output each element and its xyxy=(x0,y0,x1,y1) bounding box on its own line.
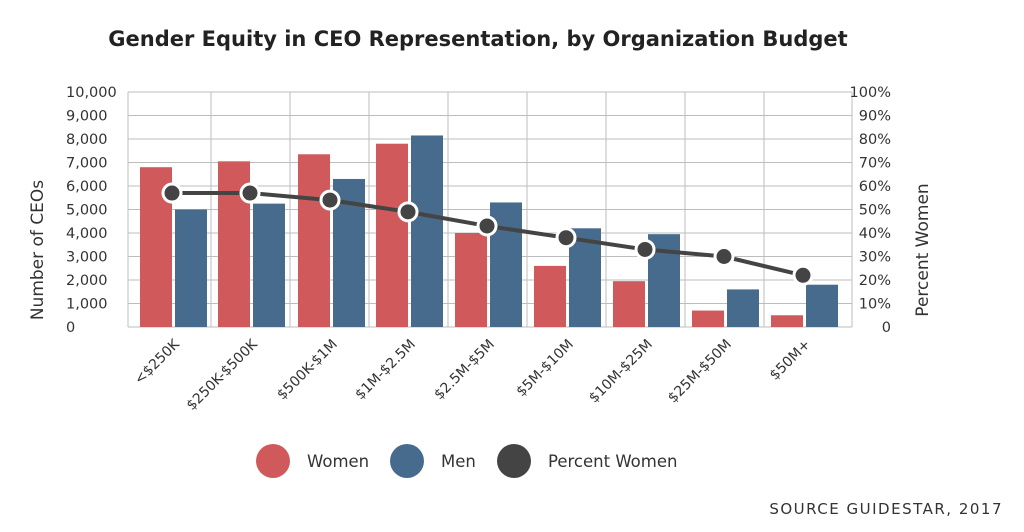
category-label: $250K-$500K xyxy=(184,336,262,414)
y2-tick-label: 20% xyxy=(859,273,891,289)
legend-label: Women xyxy=(307,452,369,471)
chart-title: Gender Equity in CEO Representation, by … xyxy=(108,27,847,51)
bar-men xyxy=(727,289,759,327)
bar-men xyxy=(806,284,838,327)
bar-women xyxy=(613,281,645,327)
bar-women xyxy=(376,143,408,327)
y-tick-label: 4,000 xyxy=(66,226,108,242)
bar-men xyxy=(175,209,207,327)
y-tick-label: 0 xyxy=(66,320,75,336)
percent-women-point xyxy=(634,238,656,260)
bar-women xyxy=(771,315,803,327)
percent-women-point xyxy=(555,227,577,249)
y-tick-label: 2,000 xyxy=(66,273,108,289)
category-labels: <$250K $250K-$500K $500K-$1M $1M-$2.5M $2.5M… xyxy=(132,336,814,414)
bar-women xyxy=(692,310,724,327)
y-tick-label: 5,000 xyxy=(66,203,108,219)
category-label: $1M-$2.5M xyxy=(352,337,419,404)
y2-tick-label: 90% xyxy=(859,109,891,125)
y-tick-label: 3,000 xyxy=(66,250,108,266)
y2-tick-label: 70% xyxy=(859,156,891,172)
legend-swatch xyxy=(390,444,424,478)
percent-women-point xyxy=(319,189,341,211)
y2-tick-label: 60% xyxy=(859,179,891,195)
category-label: $50M+ xyxy=(767,337,814,384)
legend-label: Percent Women xyxy=(548,452,677,471)
y2-tick-label: 100% xyxy=(850,85,891,101)
y-tick-label: 7,000 xyxy=(66,156,108,172)
y-tick-label: 9,000 xyxy=(66,109,108,125)
category-label: $25M-$50M xyxy=(665,337,735,407)
y2-tick-label: 40% xyxy=(859,226,891,242)
y-tick-label: 10,000 xyxy=(66,85,117,101)
bar-women xyxy=(298,154,330,327)
y2-tick-label: 50% xyxy=(859,203,891,219)
bar-women xyxy=(455,233,487,327)
percent-women-point xyxy=(713,246,735,267)
percent-women-point xyxy=(792,264,814,286)
y-axis-title: Number of CEOs xyxy=(28,180,48,320)
bar-men xyxy=(569,228,601,327)
percent-line xyxy=(161,182,814,286)
bar-men xyxy=(253,203,285,327)
percent-women-point xyxy=(239,182,261,204)
category-label: $10M-$25M xyxy=(586,337,656,407)
bar-women xyxy=(534,265,566,327)
y2-tick-label: 80% xyxy=(859,132,891,148)
legend: Women Men Percent Women xyxy=(256,444,677,478)
axis-ticks: 0 1,000 2,000 3,000 4,000 5,000 6,000 7,000 8,00… xyxy=(66,85,891,336)
category-label: $500K-$1M xyxy=(274,337,341,404)
y-tick-label: 6,000 xyxy=(66,179,108,195)
y2-tick-label: 10% xyxy=(859,297,891,313)
percent-women-point xyxy=(161,182,183,204)
y2-axis-title: Percent Women xyxy=(913,183,933,316)
category-label: <$250K xyxy=(132,336,184,388)
category-label: $5M-$10M xyxy=(513,337,576,400)
y2-tick-label: 30% xyxy=(859,250,891,266)
legend-swatch xyxy=(497,444,531,478)
percent-women-point xyxy=(397,201,419,223)
legend-label: Men xyxy=(441,452,476,471)
source-note: SOURCE GUIDESTAR, 2017 xyxy=(769,500,1003,518)
y-tick-label: 8,000 xyxy=(66,132,108,148)
bar-men xyxy=(411,135,443,327)
percent-women-point xyxy=(476,215,498,237)
legend-swatch xyxy=(256,444,290,478)
category-label: $2.5M-$5M xyxy=(431,337,498,404)
y2-tick-label: 0 xyxy=(882,320,891,336)
y-tick-label: 1,000 xyxy=(66,297,108,313)
